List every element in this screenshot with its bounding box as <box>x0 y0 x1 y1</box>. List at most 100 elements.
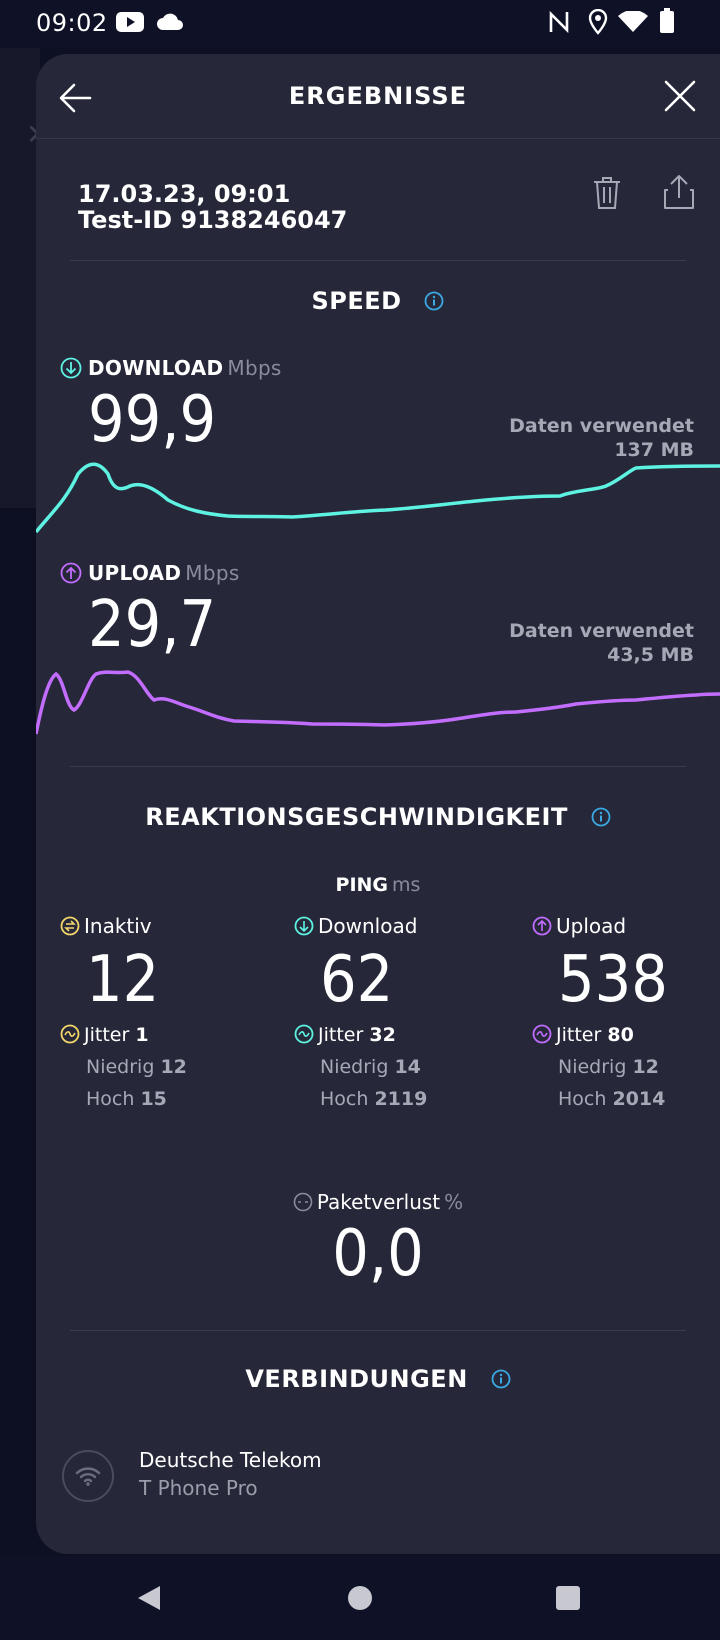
upload-label-text: UPLOAD <box>88 561 182 585</box>
connection-wifi-icon <box>62 1450 114 1502</box>
low-value: 12 <box>632 1056 659 1078</box>
jitter-label: Jitter <box>84 1024 130 1046</box>
jitter-value: 32 <box>369 1024 396 1046</box>
upload-data-used: Daten verwendet 43,5 MB <box>509 619 694 667</box>
packet-loss-icon <box>293 1192 313 1212</box>
results-sheet: ERGEBNISSE 17.03.23, 09:01 Test-ID 91382… <box>36 54 720 1554</box>
wifi-icon <box>618 11 648 32</box>
info-icon[interactable] <box>591 807 611 827</box>
page-title: ERGEBNISSE <box>288 82 468 110</box>
high-label: Hoch <box>558 1088 607 1110</box>
high-value: 2014 <box>612 1088 666 1110</box>
ping-head-label: Download <box>318 914 418 938</box>
battery-icon <box>660 8 674 33</box>
ping-head: Upload <box>532 914 668 938</box>
connections-title: VERBINDUNGEN <box>245 1365 468 1393</box>
jitter-value: 80 <box>607 1024 634 1046</box>
info-icon[interactable] <box>491 1369 511 1389</box>
high-value: 15 <box>140 1088 167 1110</box>
ping-column-idle: Inaktiv 12 Jitter 1 Niedrig 12 Hoch 15 <box>60 914 187 1110</box>
jitter: Jitter 80 <box>532 1024 668 1046</box>
upload-icon <box>60 562 82 584</box>
cloud-icon <box>157 13 183 30</box>
trash-icon[interactable] <box>592 176 622 210</box>
close-button[interactable] <box>660 76 700 116</box>
low-label: Niedrig <box>86 1056 155 1078</box>
ping-head-label: Inaktiv <box>84 914 152 938</box>
download-speed-value: 99,9 <box>88 383 217 457</box>
ping-low: Niedrig 14 <box>294 1056 427 1078</box>
navigation-bar <box>0 1556 720 1640</box>
high-value: 2119 <box>374 1088 428 1110</box>
jitter-icon <box>60 1024 80 1044</box>
download-icon <box>60 357 82 379</box>
packet-loss-value: 0,0 <box>332 1217 424 1291</box>
status-time: 09:02 <box>36 9 108 37</box>
download-data-used: Daten verwendet 137 MB <box>509 414 694 462</box>
data-used-label: Daten verwendet <box>509 620 694 642</box>
connection-device: T Phone Pro <box>139 1476 258 1500</box>
nav-back-icon[interactable] <box>122 1570 178 1626</box>
header: ERGEBNISSE <box>36 54 720 139</box>
test-date: 17.03.23, 09:01 <box>78 180 291 208</box>
info-icon[interactable] <box>424 291 444 311</box>
ping-head-label: Upload <box>556 914 627 938</box>
low-label: Niedrig <box>558 1056 627 1078</box>
divider <box>70 1330 686 1331</box>
download-unit: Mbps <box>227 356 282 380</box>
data-used-label: Daten verwendet <box>509 415 694 437</box>
connection-provider: Deutsche Telekom <box>139 1448 322 1472</box>
location-icon <box>588 9 608 35</box>
ping-low: Niedrig 12 <box>60 1056 187 1078</box>
ping-head: Download <box>294 914 427 938</box>
download-icon <box>294 916 314 936</box>
nav-recents-icon[interactable] <box>540 1570 596 1626</box>
upload-icon <box>532 916 552 936</box>
back-button[interactable] <box>56 78 96 118</box>
test-id: Test-ID 9138246047 <box>78 206 348 234</box>
packet-loss-unit: % <box>444 1190 464 1214</box>
upload-unit: Mbps <box>185 561 240 585</box>
packet-loss-text: Paketverlust <box>316 1190 441 1214</box>
divider <box>70 260 686 261</box>
jitter-icon <box>532 1024 552 1044</box>
ping-column-download: Download 62 Jitter 32 Niedrig 14 Hoch 21… <box>294 914 427 1110</box>
jitter-value: 1 <box>135 1024 149 1046</box>
nfc-icon <box>549 10 569 34</box>
jitter: Jitter 1 <box>60 1024 187 1046</box>
high-label: Hoch <box>86 1088 135 1110</box>
ping-high: Hoch 15 <box>60 1088 187 1110</box>
nav-home-icon[interactable] <box>332 1570 388 1626</box>
ping-value: 538 <box>558 943 668 1017</box>
background-screen: ✕ <box>0 48 49 508</box>
divider <box>70 766 686 767</box>
packet-loss-label: Paketverlust% <box>36 1190 720 1214</box>
jitter-label: Jitter <box>556 1024 602 1046</box>
low-value: 12 <box>160 1056 187 1078</box>
ping-label-text: PING <box>335 874 389 896</box>
ping-low: Niedrig 12 <box>532 1056 668 1078</box>
download-graph <box>36 462 720 534</box>
ping-head: Inaktiv <box>60 914 187 938</box>
latency-section-title: REAKTIONSGESCHWINDIGKEIT <box>36 802 720 831</box>
ping-high: Hoch 2014 <box>532 1088 668 1110</box>
ping-label: PING ms <box>36 874 720 896</box>
status-bar: 09:02 <box>0 0 720 48</box>
connections-section-title: VERBINDUNGEN <box>36 1364 720 1393</box>
high-label: Hoch <box>320 1088 369 1110</box>
speed-title: SPEED <box>311 287 402 315</box>
upload-speed-value: 29,7 <box>88 588 217 662</box>
upload-label: UPLOAD Mbps <box>60 561 240 585</box>
data-used-value: 137 MB <box>614 439 694 461</box>
ping-high: Hoch 2119 <box>294 1088 427 1110</box>
share-icon[interactable] <box>662 174 696 210</box>
jitter-icon <box>294 1024 314 1044</box>
speed-section-title: SPEED <box>36 286 720 315</box>
latency-title: REAKTIONSGESCHWINDIGKEIT <box>145 803 568 831</box>
upload-graph <box>36 670 720 735</box>
low-value: 14 <box>394 1056 421 1078</box>
ping-column-upload: Upload 538 Jitter 80 Niedrig 12 Hoch 201… <box>532 914 668 1110</box>
ping-value: 62 <box>320 943 394 1017</box>
youtube-icon <box>116 12 144 32</box>
download-label-text: DOWNLOAD <box>88 356 224 380</box>
